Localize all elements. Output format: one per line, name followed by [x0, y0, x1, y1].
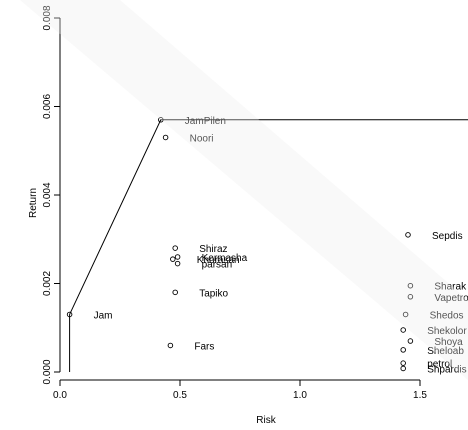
point-noori: [162, 134, 169, 141]
point-label-shedos: Shedos: [430, 310, 464, 321]
point-sepdis: [405, 232, 411, 238]
y-tick-label-4: 0.008: [42, 5, 53, 30]
x-tick-label-0: 0.0: [53, 390, 67, 401]
point-vapetro: [407, 294, 414, 300]
point-label-parsan: parsan: [202, 260, 233, 271]
x-tick-label-2: 1.0: [293, 390, 307, 401]
point-label-shekolor: Shekolor: [427, 326, 467, 337]
point-tapiko: [172, 289, 178, 296]
point-sharak: [407, 282, 414, 289]
y-tick-label-1: 0.002: [42, 271, 53, 296]
point-petrol: [400, 360, 406, 366]
point-label-tapiko: Tapiko: [199, 288, 228, 299]
point-label-shoya: Shoya: [434, 337, 463, 348]
y-tick-label-3: 0.006: [42, 94, 53, 119]
frontier-line: [69, 119, 468, 372]
axes: 0.0 0.5 1.0 1.5 0.000 0.002 0.004 0.006 0.008: [42, 5, 427, 401]
point-label-noori: Noori: [190, 133, 214, 144]
point-sheloab: [400, 347, 406, 353]
point-khorasan: [170, 256, 176, 262]
point-label-petrol: petrol: [427, 359, 452, 370]
point-shedos: [402, 311, 409, 318]
point-label-shiraz: Shiraz: [199, 244, 227, 255]
point-label-sheloab: Sheloab: [427, 346, 464, 357]
efficient-frontier: [69, 119, 468, 372]
point-label-vapetro: Vapetro: [434, 293, 468, 304]
point-shoya: [407, 338, 414, 344]
point-label-fars: Fars: [194, 341, 214, 352]
point-label-sharak: Sharak: [434, 282, 467, 293]
point-kermasha: [174, 254, 181, 260]
point-shiraz: [172, 245, 178, 251]
x-tick-label-1: 0.5: [173, 390, 187, 401]
point-label-jampilen: JamPilen: [185, 116, 226, 127]
y-tick-label-2: 0.004: [42, 182, 53, 207]
point-shpardis: [400, 365, 406, 372]
y-tick-label-0: 0.000: [42, 359, 53, 384]
point-jam: [66, 311, 73, 318]
x-tick-label-3: 1.5: [413, 390, 427, 401]
y-axis-title: Return: [28, 188, 39, 218]
x-axis-title: Risk: [256, 415, 276, 426]
point-fars: [167, 342, 174, 349]
point-label-shpardis: Shpardis: [427, 364, 466, 375]
point-label-khorasan: Khorasan: [197, 255, 240, 266]
point-label-sepdis: Sepdis: [432, 231, 463, 242]
scatter-points: [66, 117, 414, 372]
point-label-kermasha: Kermasha: [202, 253, 248, 264]
point-shekolor: [400, 327, 406, 333]
point-label-jam: Jam: [94, 310, 113, 321]
point-jampilen: [158, 117, 164, 123]
point-labels: Jam JamPilen Noori ShirazKermashaKhorasanpa…: [94, 116, 468, 376]
point-parsan: [174, 260, 181, 267]
